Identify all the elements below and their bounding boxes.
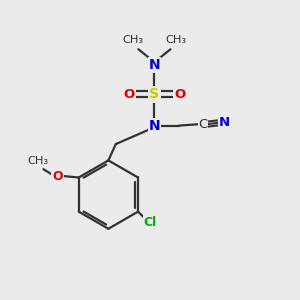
Text: Cl: Cl bbox=[144, 216, 157, 229]
Text: N: N bbox=[148, 58, 160, 72]
Text: C: C bbox=[199, 118, 208, 130]
Text: N: N bbox=[148, 118, 160, 133]
Text: O: O bbox=[174, 88, 185, 101]
Text: N: N bbox=[219, 116, 230, 129]
Text: CH₃: CH₃ bbox=[122, 35, 144, 45]
Text: CH₃: CH₃ bbox=[165, 35, 186, 45]
Text: CH₃: CH₃ bbox=[27, 156, 48, 166]
Text: O: O bbox=[52, 169, 63, 182]
Text: S: S bbox=[149, 87, 160, 101]
Text: O: O bbox=[124, 88, 135, 101]
